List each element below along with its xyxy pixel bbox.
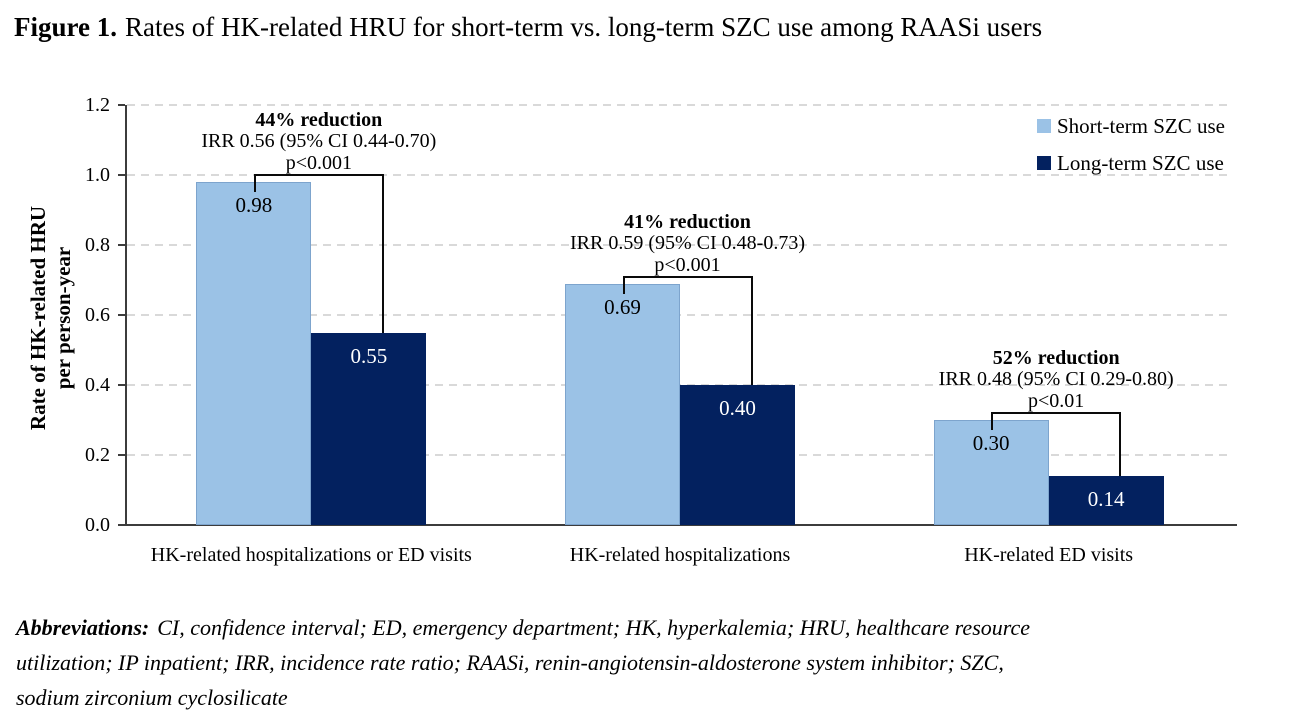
figure-number: Figure 1. — [14, 12, 117, 42]
y-tick-mark — [118, 384, 125, 386]
annotation-irr: IRR 0.48 (95% CI 0.29-0.80) — [938, 368, 1174, 390]
legend-label-short-term: Short-term SZC use — [1057, 114, 1225, 138]
category-label: HK-related ED visits — [964, 544, 1134, 566]
figure-title: Figure 1. Rates of HK-related HRU for sho… — [14, 10, 1042, 44]
gridline — [127, 244, 1233, 246]
y-tick-label: 0.4 — [85, 374, 110, 396]
bar-value-label: 0.55 — [350, 343, 388, 368]
annotation-irr: IRR 0.56 (95% CI 0.44-0.70) — [201, 130, 437, 152]
bar-value-label: 0.69 — [604, 294, 641, 319]
footnote-line: sodium zirconium cyclosilicate — [16, 685, 288, 710]
bar-value-label: 0.98 — [235, 193, 273, 217]
gridline — [127, 104, 1233, 106]
bar-chart: 0.0 0.2 0.4 0.6 0.8 1.0 1.2 0.98 0.55 44% reducti… — [85, 94, 1237, 566]
bar-value-label: 0.30 — [972, 431, 1010, 455]
figure-title-text: Rates of HK-related HRU for short-term v… — [125, 12, 1043, 42]
bar-short-term — [565, 283, 680, 525]
abbreviations-footnote: Abbreviations: CI, confidence interval; E… — [16, 610, 1296, 715]
bracket-horizontal — [622, 275, 753, 278]
legend-swatch-long-term — [1037, 156, 1051, 170]
annotation-headline: 52% reduction — [992, 347, 1120, 369]
y-axis-title-line1: Rate of HK-related HRU — [26, 205, 50, 431]
y-tick-mark — [118, 314, 125, 316]
category-label: HK-related hospitalizations or ED visits — [150, 544, 472, 566]
footnote-line: Abbreviations: CI, confidence interval; E… — [16, 610, 1296, 645]
footnote-label: Abbreviations: — [16, 615, 150, 640]
y-tick-mark — [118, 104, 125, 106]
y-axis-title: Rate of HK-related HRU per person-year — [26, 108, 78, 528]
x-axis-line — [125, 524, 1237, 526]
y-tick-label: 1.2 — [85, 94, 110, 116]
annotation-irr: IRR 0.59 (95% CI 0.48-0.73) — [570, 231, 805, 254]
bar-value-label: 0.40 — [719, 396, 756, 420]
y-axis-line — [125, 105, 127, 525]
annotation-pvalue: p<0.01 — [1028, 390, 1085, 412]
bracket-left-tick — [253, 174, 256, 192]
gridline — [127, 174, 1233, 176]
y-tick-label: 0.2 — [85, 444, 110, 466]
y-tick-label: 0.0 — [85, 514, 110, 536]
bracket-right-drop — [1119, 412, 1122, 476]
footnote-text: CI, confidence interval; ED, emergency d… — [157, 615, 1031, 640]
legend-label-long-term: Long-term SZC use — [1057, 151, 1224, 175]
y-tick-mark — [118, 174, 125, 176]
y-tick-mark — [118, 454, 125, 456]
annotation-headline: 44% reduction — [255, 109, 383, 131]
bracket-left-tick — [622, 275, 625, 294]
footnote-line: utilization; IP inpatient; IRR, incidenc… — [16, 650, 1004, 675]
bar-long-term — [311, 332, 427, 525]
y-tick-mark — [118, 524, 125, 526]
bar-long-term — [1048, 476, 1164, 525]
bracket-horizontal — [991, 412, 1122, 414]
annotation-headline: 41% reduction — [624, 210, 751, 233]
bar-value-label: 0.14 — [1087, 487, 1125, 511]
annotation-pvalue: p<0.001 — [285, 152, 352, 174]
bracket-horizontal — [253, 174, 384, 176]
y-tick-label: 1.0 — [85, 164, 110, 186]
gridline — [127, 314, 1233, 316]
annotation-pvalue: p<0.001 — [654, 253, 721, 276]
bracket-right-drop — [381, 174, 384, 333]
bar-short-term — [196, 182, 312, 525]
y-tick-label: 0.6 — [85, 304, 110, 326]
legend-swatch-short-term — [1037, 119, 1051, 133]
y-tick-label: 0.8 — [85, 234, 110, 256]
category-label: HK-related hospitalizations — [569, 544, 791, 566]
bracket-right-drop — [750, 275, 753, 385]
y-tick-mark — [118, 244, 125, 246]
y-axis-title-line2: per person-year — [51, 246, 75, 390]
bracket-left-tick — [991, 412, 994, 430]
bar-long-term — [680, 385, 795, 525]
